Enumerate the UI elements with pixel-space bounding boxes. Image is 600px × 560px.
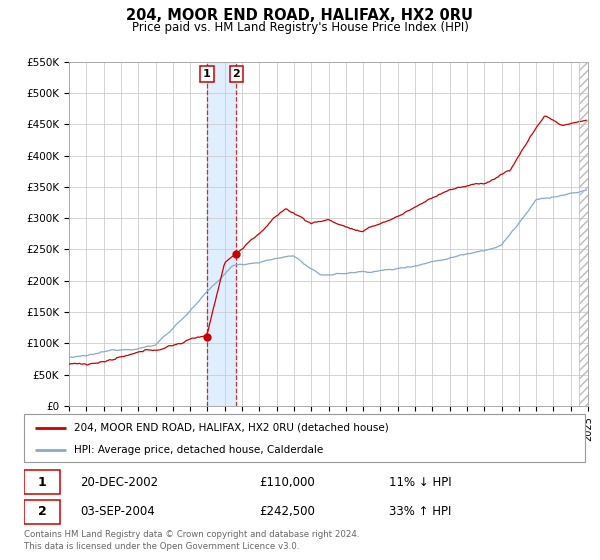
Text: 204, MOOR END ROAD, HALIFAX, HX2 0RU: 204, MOOR END ROAD, HALIFAX, HX2 0RU: [127, 8, 473, 24]
Text: 204, MOOR END ROAD, HALIFAX, HX2 0RU (detached house): 204, MOOR END ROAD, HALIFAX, HX2 0RU (de…: [74, 423, 389, 433]
Text: This data is licensed under the Open Government Licence v3.0.: This data is licensed under the Open Gov…: [24, 542, 299, 550]
Text: £242,500: £242,500: [260, 505, 316, 519]
Text: £110,000: £110,000: [260, 475, 316, 489]
Text: 2: 2: [232, 69, 240, 79]
FancyBboxPatch shape: [24, 470, 61, 494]
Text: 1: 1: [38, 475, 47, 489]
Text: 1: 1: [203, 69, 211, 79]
Text: 20-DEC-2002: 20-DEC-2002: [80, 475, 158, 489]
Text: 03-SEP-2004: 03-SEP-2004: [80, 505, 155, 519]
Text: 33% ↑ HPI: 33% ↑ HPI: [389, 505, 451, 519]
Text: Price paid vs. HM Land Registry's House Price Index (HPI): Price paid vs. HM Land Registry's House …: [131, 21, 469, 34]
Text: 2: 2: [38, 505, 47, 519]
Text: HPI: Average price, detached house, Calderdale: HPI: Average price, detached house, Cald…: [74, 445, 324, 455]
Bar: [207, 62, 236, 406]
FancyBboxPatch shape: [24, 500, 61, 524]
Text: 11% ↓ HPI: 11% ↓ HPI: [389, 475, 451, 489]
FancyBboxPatch shape: [24, 414, 585, 462]
Text: Contains HM Land Registry data © Crown copyright and database right 2024.: Contains HM Land Registry data © Crown c…: [24, 530, 359, 539]
